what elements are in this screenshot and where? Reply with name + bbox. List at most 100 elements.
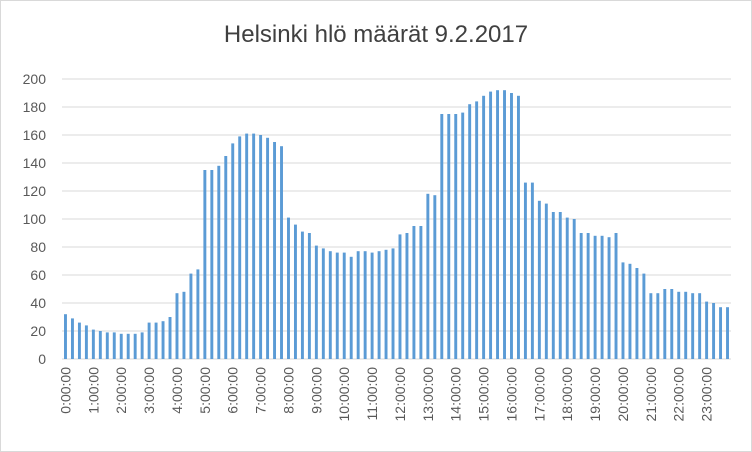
y-tick-label: 160 <box>23 127 47 143</box>
bar <box>168 317 172 359</box>
bar <box>419 226 423 359</box>
y-tick-label: 200 <box>23 71 47 87</box>
bar <box>126 333 130 359</box>
y-tick-label: 60 <box>30 267 46 283</box>
bar <box>328 251 332 359</box>
bar <box>307 233 311 359</box>
x-tick-label: 14:00:00 <box>448 367 464 422</box>
bar <box>572 219 576 359</box>
x-tick-label: 0:00:00 <box>57 367 73 414</box>
bar <box>635 268 639 359</box>
bar <box>119 333 123 359</box>
bar <box>217 165 221 359</box>
bar <box>384 249 388 359</box>
bar <box>628 263 632 359</box>
bar <box>224 156 228 359</box>
y-tick-label: 120 <box>23 183 47 199</box>
bar <box>565 217 569 359</box>
bar <box>579 233 583 359</box>
bar <box>405 233 409 359</box>
bar <box>433 195 437 359</box>
bar <box>321 248 325 359</box>
bar <box>245 133 249 359</box>
bar <box>412 226 416 359</box>
x-tick-label: 2:00:00 <box>113 367 129 414</box>
bar <box>475 101 479 360</box>
bar <box>558 212 562 359</box>
bar <box>461 112 465 359</box>
y-tick-label: 140 <box>23 155 47 171</box>
bar <box>621 262 625 359</box>
bar <box>91 329 95 359</box>
y-tick-label: 180 <box>23 99 47 115</box>
x-tick-label: 17:00:00 <box>531 367 547 422</box>
x-tick-label: 18:00:00 <box>559 367 575 422</box>
bar <box>259 135 263 359</box>
bar <box>719 307 723 359</box>
bar <box>105 332 109 359</box>
x-tick-label: 16:00:00 <box>503 367 519 422</box>
bar <box>161 321 165 359</box>
bar <box>112 332 116 359</box>
x-tick-label: 4:00:00 <box>169 367 185 414</box>
bar <box>440 114 444 359</box>
x-tick-label: 5:00:00 <box>197 367 213 414</box>
bar <box>593 235 597 359</box>
bar <box>523 182 527 359</box>
bar <box>670 289 674 359</box>
bar <box>210 170 214 359</box>
bar <box>238 136 242 359</box>
bar <box>196 269 200 359</box>
bar <box>84 325 88 359</box>
bar <box>293 224 297 359</box>
bar <box>391 248 395 359</box>
bar <box>287 217 290 359</box>
bar <box>252 133 256 359</box>
y-tick-label: 100 <box>23 211 47 227</box>
bar <box>684 291 688 359</box>
bar <box>335 252 339 359</box>
bar <box>426 193 430 359</box>
x-tick-label: 15:00:00 <box>476 367 492 422</box>
x-tick-label: 7:00:00 <box>253 367 269 414</box>
bar <box>530 182 534 359</box>
bar <box>231 143 235 359</box>
x-tick-label: 8:00:00 <box>280 367 296 414</box>
bar <box>489 91 493 359</box>
bar <box>377 251 381 359</box>
bar <box>273 142 277 359</box>
bar <box>64 314 67 359</box>
y-tick-label: 80 <box>30 239 46 255</box>
bar <box>300 231 304 359</box>
bar <box>607 237 611 359</box>
bar <box>147 322 151 359</box>
bar <box>203 170 207 359</box>
x-tick-label: 10:00:00 <box>336 367 352 422</box>
bar <box>77 322 81 359</box>
bar <box>314 245 318 359</box>
bar <box>649 293 653 359</box>
bar <box>454 114 458 359</box>
x-tick-label: 20:00:00 <box>615 367 631 422</box>
bar <box>544 203 548 359</box>
bar <box>551 212 555 359</box>
x-tick-label: 22:00:00 <box>671 367 687 422</box>
bar <box>496 90 500 359</box>
bar <box>677 291 681 359</box>
bar <box>342 252 346 359</box>
x-tick-label: 13:00:00 <box>420 367 436 422</box>
bar <box>349 256 353 359</box>
bar <box>705 301 709 359</box>
bar <box>175 293 179 359</box>
bar <box>712 303 716 359</box>
bar <box>182 291 186 359</box>
bar <box>537 200 541 359</box>
bar <box>726 307 729 359</box>
chart-title: Helsinki hlö määrät 9.2.2017 <box>223 21 529 48</box>
bar <box>363 251 367 359</box>
bar <box>98 331 102 359</box>
bar <box>468 104 472 359</box>
bar <box>133 333 137 359</box>
y-tick-label: 0 <box>38 351 46 367</box>
x-tick-label: 21:00:00 <box>643 367 659 422</box>
